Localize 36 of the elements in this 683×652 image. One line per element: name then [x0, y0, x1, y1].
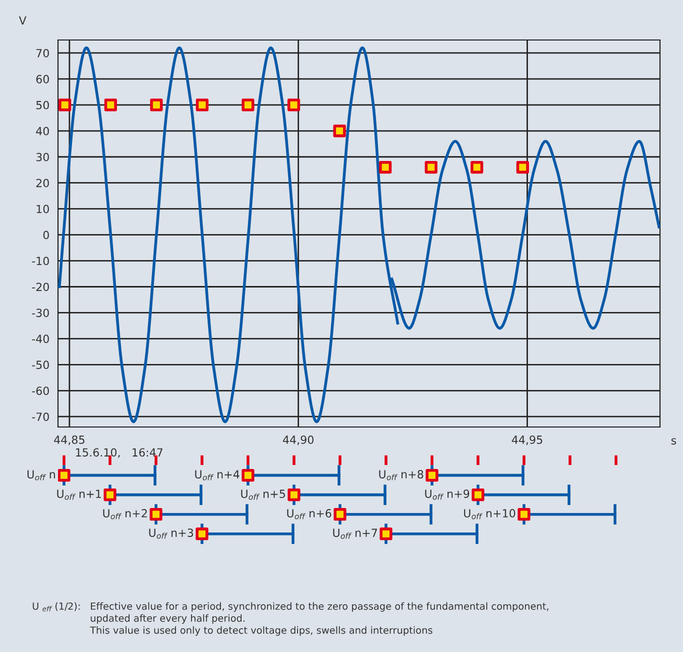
- y-tick-label: 40: [36, 126, 49, 136]
- x-axis-title: s: [671, 438, 676, 445]
- text: U$_{off}$ n+1: [57, 490, 101, 500]
- y-tick-label: 30: [36, 152, 49, 162]
- y-tick-label: 50: [36, 100, 49, 110]
- x-tick-label: 44,85: [54, 436, 84, 446]
- text: This value is used only to detect voltage dips, swells and interruptions: [90, 626, 432, 636]
- y-tick-label: 70: [36, 48, 49, 58]
- text: U$_{off}$ n+6: [287, 509, 332, 520]
- x-tick-label: 44,90: [282, 436, 314, 446]
- text: U$_{off}$ n+8: [379, 470, 424, 480]
- text: Effective value for a period, synchronized to the zero passage of the fundamental component,: [90, 602, 548, 612]
- text: U $_{eff}$ (1/2):: [32, 602, 80, 612]
- y-tick-label: 20: [36, 178, 49, 188]
- y-tick-label: -30: [32, 308, 49, 318]
- y-tick-label: -20: [32, 282, 49, 292]
- text: U$_{off}$ n+9: [425, 490, 470, 500]
- text: U$_{off}$ n+5: [241, 490, 285, 500]
- y-tick-label: -10: [32, 256, 49, 266]
- text: U$_{off}$ n+10: [464, 509, 516, 520]
- text: U$_{off}$ n+2: [103, 509, 147, 520]
- text: U$_{off}$ n+4: [195, 470, 240, 480]
- y-tick-label: -40: [32, 334, 49, 344]
- y-tick-label: 0: [43, 230, 49, 240]
- y-axis-title: V: [18, 16, 26, 25]
- y-tick-label: 10: [36, 204, 49, 214]
- x-tick-label: 44,95: [512, 436, 542, 446]
- text: updated after every half period.: [90, 614, 245, 624]
- text: U$_{off}$ n+3: [149, 528, 194, 539]
- y-tick-label: -50: [32, 360, 49, 370]
- y-tick-label: -70: [32, 412, 49, 421]
- text: 15.6.10, 16:47: [76, 448, 162, 458]
- text: U$_{off}$ n: [28, 470, 55, 480]
- y-tick-label: -60: [32, 386, 49, 396]
- y-tick-label: 60: [36, 74, 49, 84]
- text: U$_{off}$ n+7: [333, 528, 378, 539]
